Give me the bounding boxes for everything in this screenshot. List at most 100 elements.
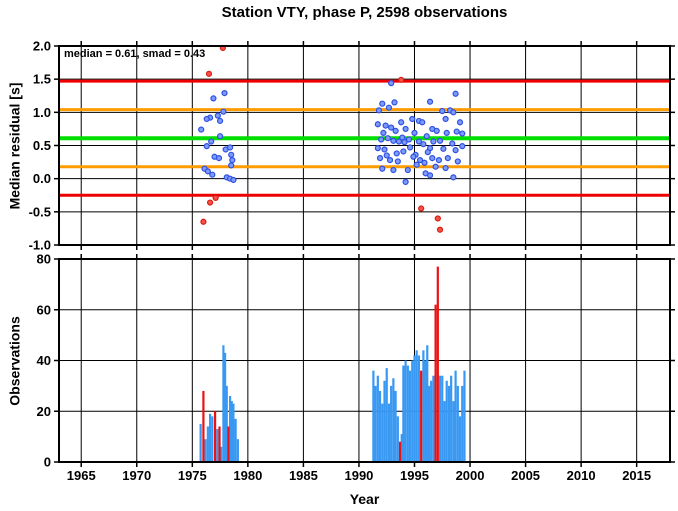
data-point (410, 153, 417, 160)
observation-bar (392, 378, 395, 462)
data-point (409, 115, 416, 123)
data-point (216, 133, 224, 140)
data-point (450, 109, 457, 116)
observation-bar (394, 390, 397, 462)
data-point (404, 166, 411, 174)
data-point (208, 138, 215, 145)
observation-bar (220, 446, 223, 462)
data-point (444, 155, 451, 162)
data-point (375, 107, 383, 114)
observations-tick-label: 60 (37, 302, 51, 317)
observation-bar (415, 350, 418, 462)
observation-bar (199, 423, 202, 462)
data-point (456, 119, 464, 126)
data-point (459, 130, 466, 137)
data-point (452, 147, 459, 154)
observation-bar (424, 360, 427, 462)
observation-bar (381, 403, 384, 462)
data-point (388, 124, 395, 131)
data-point (395, 138, 403, 145)
observation-bar (222, 345, 225, 462)
axes-layer (54, 41, 675, 467)
x-tick-label: 1965 (67, 468, 96, 483)
data-point (205, 70, 213, 77)
observation-bar (396, 416, 399, 462)
data-point (384, 135, 391, 142)
data-point (229, 156, 236, 164)
observation-bar (408, 370, 412, 462)
data-point (390, 137, 397, 144)
median-smad-annotation: median = 0.61, smad = 0.43 (64, 48, 206, 60)
observation-bar (420, 370, 423, 462)
data-point (374, 145, 381, 152)
data-point (440, 145, 447, 152)
residual-plot-frame (58, 45, 671, 246)
observation-bar (374, 385, 377, 463)
observation-bar (445, 380, 448, 462)
data-point (402, 125, 409, 133)
data-point (374, 121, 381, 128)
data-point (391, 99, 398, 106)
residual-tick-label: 0.5 (33, 138, 51, 153)
data-point (394, 158, 401, 165)
chart-title: Station VTY, phase P, 2598 observations (221, 4, 508, 21)
observation-bar (228, 396, 232, 462)
data-point (449, 140, 456, 147)
observation-bar (458, 416, 462, 462)
data-point (380, 129, 387, 136)
x-tick-label: 2000 (456, 468, 485, 483)
observations-tick-label: 40 (37, 353, 51, 368)
data-point (452, 90, 459, 97)
data-point (392, 127, 399, 135)
data-point (214, 112, 221, 119)
data-point (435, 156, 443, 164)
data-point (434, 215, 441, 222)
reference-lines (60, 79, 669, 197)
data-point (203, 115, 210, 123)
data-point (432, 163, 439, 170)
data-point (388, 80, 395, 87)
observation-bar (400, 434, 403, 462)
data-point (454, 158, 461, 165)
observation-bar (447, 385, 451, 463)
data-point (398, 76, 405, 83)
x-tick-label: 1985 (289, 468, 318, 483)
data-point (402, 178, 409, 186)
data-point (405, 136, 413, 143)
observation-bar (383, 380, 386, 462)
data-point (429, 155, 436, 162)
observation-bar (402, 365, 405, 462)
observation-bar (227, 426, 230, 462)
data-point (450, 174, 457, 181)
residual-tick-label: 1.0 (33, 105, 51, 120)
data-point (203, 143, 210, 150)
x-tick-label: 2015 (622, 468, 651, 483)
observations-tick-label: 0 (44, 455, 51, 470)
data-point (382, 122, 389, 129)
data-point (228, 151, 235, 158)
year-axis-label: Year (349, 491, 380, 507)
data-point (393, 150, 400, 157)
data-point (228, 162, 235, 169)
data-point (400, 148, 407, 155)
residual-tick-label: 2.0 (33, 39, 51, 54)
observation-bar (438, 375, 442, 462)
observation-bar (436, 266, 439, 462)
observation-bar (230, 401, 233, 462)
data-point (442, 115, 449, 123)
data-point (398, 119, 405, 126)
observation-bar (411, 360, 414, 462)
data-point (200, 218, 207, 225)
observation-bar (206, 426, 209, 462)
observation-bar (236, 439, 239, 462)
observation-bar (406, 365, 409, 462)
x-tick-label: 1980 (233, 468, 262, 483)
observation-bar (427, 385, 431, 463)
residual-tick-label: 1.5 (33, 72, 51, 87)
data-point (216, 117, 224, 125)
data-point (406, 144, 414, 151)
data-point (221, 89, 228, 97)
data-point (416, 156, 424, 164)
data-point (376, 155, 384, 162)
data-point (379, 100, 386, 107)
